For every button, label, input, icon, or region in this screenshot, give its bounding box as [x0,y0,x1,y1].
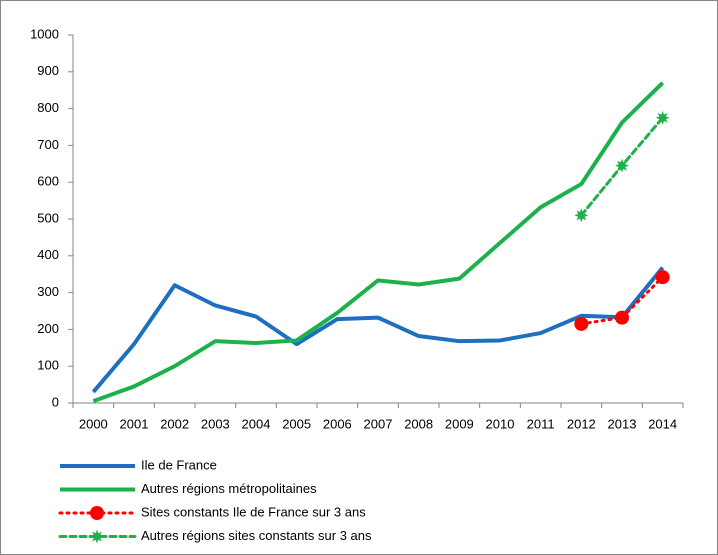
x-tick-label: 2011 [527,416,555,431]
y-tick-label: 0 [52,394,59,409]
legend-label: Autres régions sites constants sur 3 ans [141,528,372,543]
legend-marker [90,529,104,544]
series-line [91,266,665,394]
x-tick-label: 2001 [120,416,149,431]
x-tick-label: 2005 [282,416,311,431]
point-marker [574,208,589,223]
y-tick-label: 1000 [30,26,59,41]
x-tick-label: 2012 [567,416,596,431]
legend-label: Ile de France [141,457,217,472]
point-marker [615,158,629,173]
legend-label: Sites constants Ile de France sur 3 ans [141,504,366,519]
y-tick-label: 700 [37,137,59,152]
x-tick-label: 2009 [445,416,474,431]
y-tick-label: 200 [37,321,59,336]
legend-label: Autres régions métropolitaines [141,481,317,496]
point-marker [615,310,629,325]
x-tick-label: 2010 [486,416,515,431]
point-marker [655,270,670,285]
x-tick-label: 2008 [404,416,433,431]
y-tick-label: 900 [37,63,59,78]
series-line [92,81,665,404]
point-marker [574,316,589,331]
x-tick-label: 2014 [648,416,677,431]
y-tick-label: 600 [37,174,59,189]
y-tick-label: 300 [37,284,59,299]
x-tick-label: 2003 [201,416,230,431]
y-tick-label: 400 [37,247,59,262]
x-tick-label: 2006 [323,416,352,431]
legend-marker [90,506,104,520]
x-tick-label: 2002 [160,416,189,431]
x-tick-label: 2007 [364,416,393,431]
x-tick-label: 2013 [608,416,637,431]
point-marker [655,110,670,125]
y-tick-label: 100 [37,358,59,373]
y-tick-label: 800 [37,100,59,115]
y-tick-label: 500 [37,210,59,225]
x-tick-label: 2000 [79,416,108,431]
x-tick-label: 2004 [242,416,271,431]
